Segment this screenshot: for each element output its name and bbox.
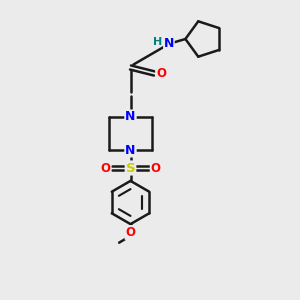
Text: O: O (151, 161, 161, 175)
Text: O: O (156, 67, 166, 80)
Text: H: H (154, 37, 163, 47)
Text: N: N (125, 110, 136, 124)
Text: N: N (125, 143, 136, 157)
Text: N: N (164, 37, 174, 50)
Text: O: O (100, 161, 110, 175)
Text: S: S (126, 161, 135, 175)
Text: O: O (125, 226, 136, 239)
